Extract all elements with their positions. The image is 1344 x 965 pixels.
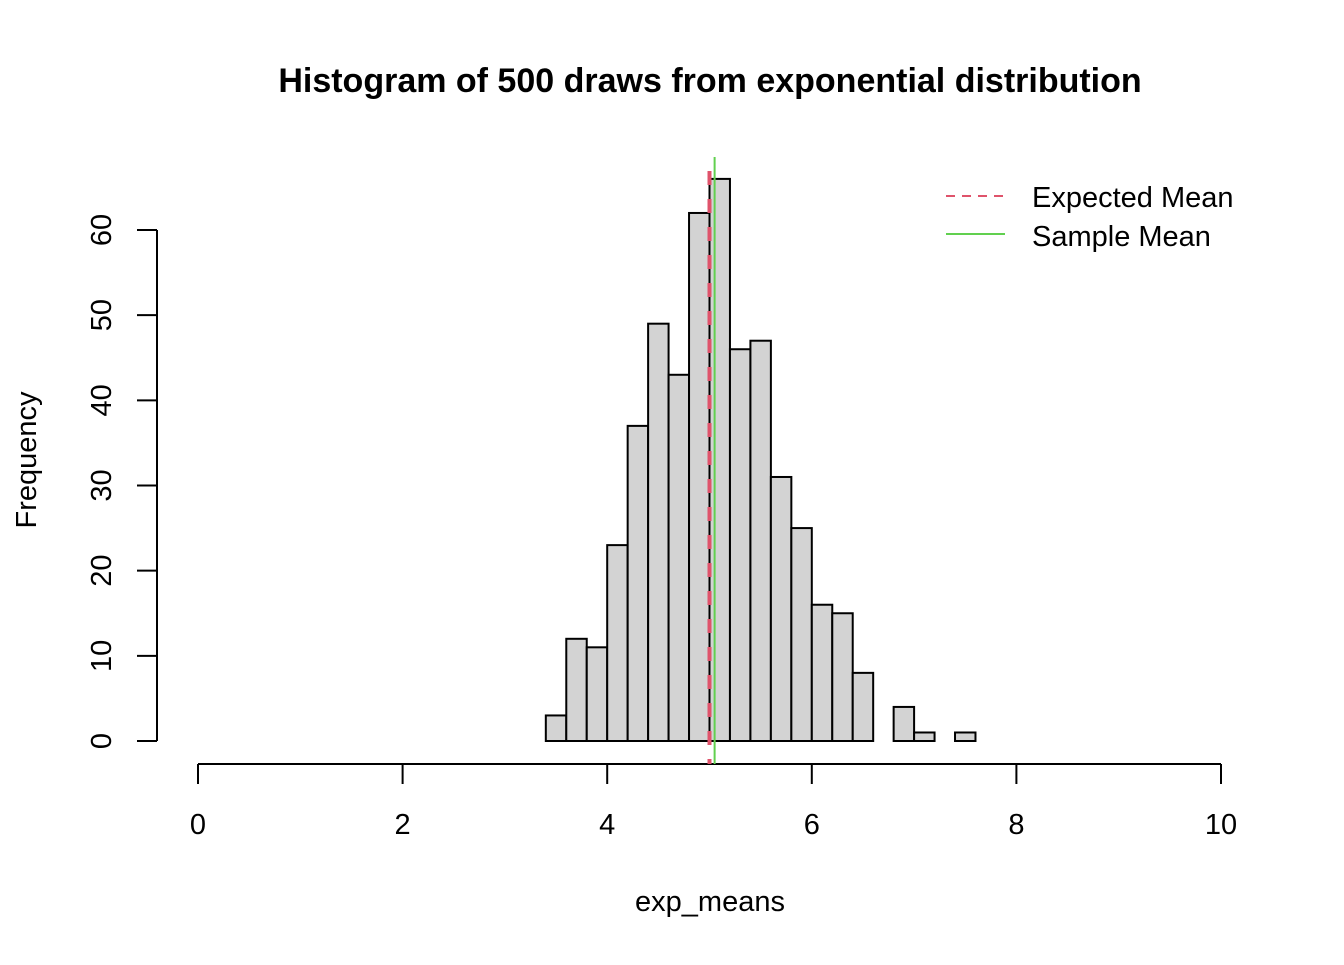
y-tick-label: 50 <box>86 299 118 331</box>
histogram-bar <box>810 603 834 742</box>
mean-lines <box>707 157 716 764</box>
bars-group <box>544 177 977 743</box>
legend-sample-mean-label: Sample Mean <box>1032 221 1211 253</box>
histogram-bar <box>851 671 875 742</box>
histogram-bar <box>749 339 772 742</box>
x-tick-label: 6 <box>804 809 820 841</box>
histogram-bar <box>892 705 916 743</box>
histogram-bar <box>544 714 568 743</box>
histogram-bar <box>565 637 588 742</box>
histogram-bar <box>585 646 609 742</box>
x-axis-label: exp_means <box>635 886 785 918</box>
chart-title: Histogram of 500 draws from exponential … <box>278 62 1141 100</box>
histogram-bar <box>769 475 793 742</box>
y-tick-label: 10 <box>86 640 118 672</box>
x-tick-label: 2 <box>395 809 411 841</box>
y-tick-label: 20 <box>86 555 118 587</box>
y-tick-label: 40 <box>86 384 118 416</box>
histogram-bar <box>728 348 752 742</box>
y-tick-label: 30 <box>86 469 118 501</box>
histogram-bar <box>647 322 670 742</box>
x-axis: 0 2 4 6 8 10 <box>190 763 1237 841</box>
y-tick-label: 60 <box>86 214 118 246</box>
x-tick-label: 10 <box>1205 809 1237 841</box>
y-axis-label: Frequency <box>11 391 43 529</box>
histogram-bar <box>626 424 650 742</box>
x-tick-label: 0 <box>190 809 206 841</box>
histogram-bar <box>708 177 731 742</box>
x-tick-label: 4 <box>599 809 615 841</box>
x-tick-label: 8 <box>1008 809 1024 841</box>
histogram-bar <box>688 211 711 742</box>
histogram-bar <box>954 731 977 743</box>
y-axis: 0 10 20 30 40 50 60 <box>86 214 158 749</box>
histogram-bar <box>790 527 813 742</box>
y-tick-label: 0 <box>86 733 118 749</box>
histogram-bar <box>913 731 936 743</box>
histogram-bar <box>667 373 691 742</box>
histogram-bar <box>606 544 629 742</box>
histogram-bar <box>831 612 854 742</box>
legend-expected-mean-label: Expected Mean <box>1032 182 1234 214</box>
legend: Expected Mean Sample Mean <box>946 182 1234 253</box>
